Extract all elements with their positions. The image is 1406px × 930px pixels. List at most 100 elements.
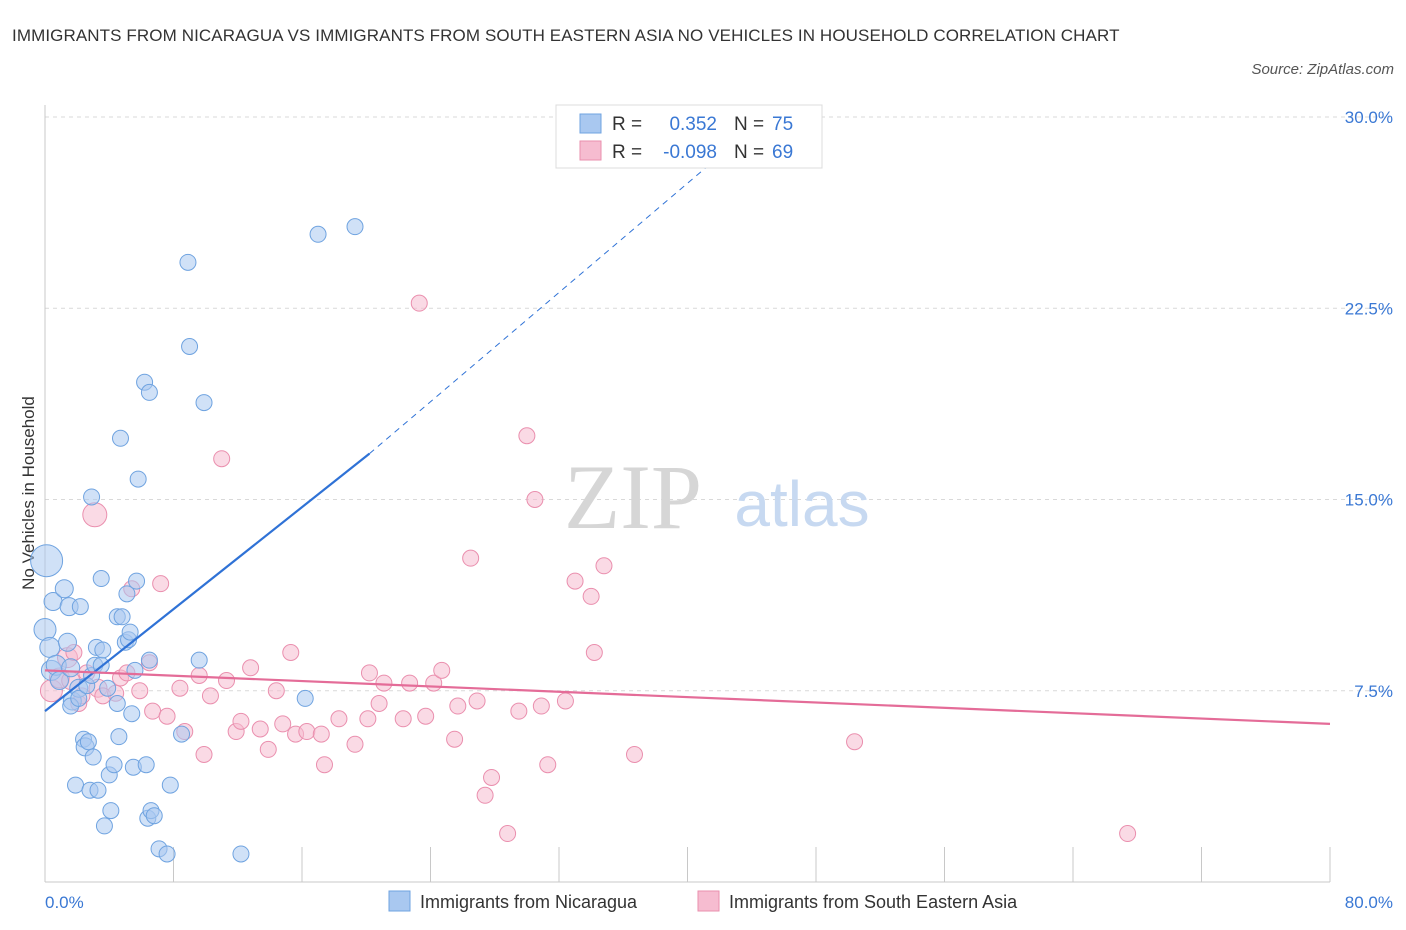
data-point-nicaragua	[121, 623, 139, 641]
data-point-south-eastern-asia	[346, 735, 364, 753]
data-point-nicaragua	[105, 756, 123, 774]
data-point-nicaragua	[54, 579, 74, 599]
data-point-south-eastern-asia	[526, 491, 544, 508]
legend-r-value-1: 0.352	[669, 114, 717, 135]
data-point-nicaragua	[140, 383, 158, 401]
data-point-nicaragua	[111, 429, 129, 447]
watermark-zip: ZIP	[564, 446, 702, 548]
legend-n-value-2: 69	[772, 142, 793, 163]
data-point-south-eastern-asia	[582, 587, 600, 605]
data-point-south-eastern-asia	[518, 427, 536, 445]
x-tick-label-max: 80.0%	[1345, 893, 1393, 912]
trend-line-nicaragua-extension	[369, 144, 733, 454]
data-point-south-eastern-asia	[274, 715, 292, 733]
data-point-south-eastern-asia	[201, 687, 219, 705]
data-point-south-eastern-asia	[556, 692, 574, 710]
data-point-south-eastern-asia	[585, 644, 603, 661]
data-point-nicaragua	[89, 781, 107, 799]
data-point-south-eastern-asia	[232, 712, 250, 730]
data-point-south-eastern-asia	[462, 549, 480, 567]
data-point-nicaragua	[190, 651, 208, 669]
data-point-south-eastern-asia	[370, 695, 388, 712]
data-point-south-eastern-asia	[242, 659, 260, 677]
legend-bottom-label-nicaragua: Immigrants from Nicaragua	[420, 892, 638, 912]
data-point-nicaragua	[84, 748, 102, 766]
data-point-south-eastern-asia	[195, 746, 213, 763]
data-point-south-eastern-asia	[394, 710, 412, 728]
data-point-south-eastern-asia	[468, 692, 486, 710]
data-point-south-eastern-asia	[131, 682, 149, 700]
y-axis-label: No Vehicles in Household	[19, 396, 38, 590]
series-nicaragua-points	[30, 218, 364, 863]
data-point-south-eastern-asia	[595, 557, 613, 575]
data-point-south-eastern-asia	[483, 768, 501, 786]
data-point-south-eastern-asia	[218, 672, 236, 690]
data-point-nicaragua	[30, 544, 64, 578]
data-point-nicaragua	[179, 253, 197, 271]
watermark-atlas: atlas	[734, 468, 869, 540]
data-point-south-eastern-asia	[401, 674, 419, 692]
data-point-nicaragua	[95, 817, 113, 835]
chart-title: IMMIGRANTS FROM NICARAGUA VS IMMIGRANTS …	[12, 26, 1120, 45]
data-point-south-eastern-asia	[625, 746, 643, 763]
watermark: ZIP atlas	[564, 446, 870, 548]
data-point-south-eastern-asia	[171, 679, 189, 697]
data-point-nicaragua	[309, 225, 327, 243]
data-point-south-eastern-asia	[417, 707, 435, 725]
gridlines	[45, 116, 1390, 692]
data-point-south-eastern-asia	[82, 502, 108, 528]
y-tick-label: 15.0%	[1345, 491, 1393, 510]
trend-lines	[44, 144, 1331, 725]
data-point-nicaragua	[145, 807, 163, 825]
data-point-south-eastern-asia	[330, 710, 348, 728]
legend-r-label-1: R =	[612, 114, 642, 135]
data-point-south-eastern-asia	[539, 756, 557, 774]
data-point-nicaragua	[102, 802, 120, 820]
data-point-south-eastern-asia	[259, 740, 277, 758]
legend-bottom: Immigrants from Nicaragua Immigrants fro…	[388, 890, 1018, 912]
y-tick-label: 7.5%	[1354, 682, 1393, 701]
data-point-nicaragua	[33, 618, 57, 642]
data-point-south-eastern-asia	[144, 702, 162, 720]
data-point-south-eastern-asia	[312, 725, 330, 743]
data-point-south-eastern-asia	[446, 730, 464, 748]
data-point-south-eastern-asia	[476, 786, 494, 804]
data-point-south-eastern-asia	[410, 294, 428, 312]
data-point-south-eastern-asia	[449, 697, 467, 715]
data-point-nicaragua	[57, 632, 77, 652]
data-point-nicaragua	[110, 728, 128, 746]
data-point-nicaragua	[173, 725, 191, 743]
legend-swatch-south-eastern-asia	[579, 140, 602, 161]
data-point-south-eastern-asia	[267, 682, 285, 700]
data-point-south-eastern-asia	[315, 756, 333, 774]
data-point-nicaragua	[158, 845, 176, 863]
data-point-nicaragua	[129, 470, 147, 488]
legend-r-label-2: R =	[612, 142, 642, 163]
data-point-south-eastern-asia	[158, 707, 176, 725]
data-point-nicaragua	[181, 338, 199, 355]
series-south-eastern-asia-points	[39, 294, 1137, 843]
data-point-nicaragua	[71, 598, 89, 616]
legend-n-value-1: 75	[772, 114, 793, 135]
data-point-south-eastern-asia	[360, 664, 378, 682]
data-point-nicaragua	[70, 689, 88, 707]
data-point-nicaragua	[113, 608, 131, 626]
legend-swatch-nicaragua	[579, 113, 602, 134]
data-point-nicaragua	[83, 488, 101, 506]
data-point-south-eastern-asia	[213, 450, 231, 468]
data-point-nicaragua	[79, 733, 97, 751]
data-point-south-eastern-asia	[251, 720, 269, 738]
data-point-nicaragua	[296, 689, 314, 707]
data-point-nicaragua	[92, 570, 110, 588]
data-point-nicaragua	[123, 705, 141, 723]
source-credit: Source: ZipAtlas.com	[1251, 61, 1394, 78]
data-point-nicaragua	[99, 679, 117, 697]
data-point-nicaragua	[94, 641, 112, 659]
y-tick-labels: 7.5% 15.0% 22.5% 30.0%	[1345, 108, 1393, 701]
data-point-south-eastern-asia	[298, 723, 316, 741]
data-point-south-eastern-asia	[532, 697, 550, 715]
data-point-south-eastern-asia	[510, 702, 528, 720]
legend-r-value-2: -0.098	[663, 142, 717, 163]
data-point-nicaragua	[61, 658, 81, 678]
